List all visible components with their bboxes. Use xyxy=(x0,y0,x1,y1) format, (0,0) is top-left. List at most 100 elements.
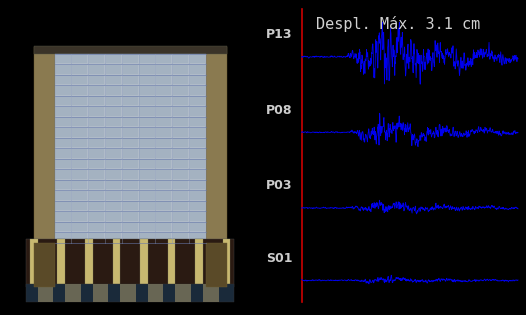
Bar xyxy=(55,86,70,94)
Bar xyxy=(106,86,121,94)
Bar xyxy=(203,284,218,302)
Bar xyxy=(106,117,121,126)
Bar xyxy=(190,222,205,231)
Bar xyxy=(190,86,205,94)
Bar xyxy=(89,96,104,105)
Bar xyxy=(173,233,188,242)
Bar xyxy=(72,222,87,231)
Bar xyxy=(190,128,205,137)
Bar xyxy=(123,117,138,126)
Bar xyxy=(123,54,138,63)
Bar xyxy=(156,191,171,200)
Bar xyxy=(173,159,188,168)
Bar xyxy=(173,180,188,189)
Bar xyxy=(55,202,70,210)
Bar xyxy=(139,170,155,179)
Bar xyxy=(72,139,87,147)
Bar xyxy=(173,76,188,84)
Bar xyxy=(106,139,121,147)
Bar xyxy=(139,86,155,94)
Bar xyxy=(139,128,155,137)
Bar xyxy=(89,159,104,168)
Bar xyxy=(222,239,230,287)
Bar xyxy=(156,107,171,116)
Bar xyxy=(89,117,104,126)
Bar xyxy=(30,239,38,287)
Bar xyxy=(156,128,171,137)
Bar xyxy=(89,65,104,74)
Bar xyxy=(55,180,70,189)
Bar xyxy=(72,180,87,189)
Bar xyxy=(106,107,121,116)
Bar xyxy=(89,202,104,210)
Bar xyxy=(156,233,171,242)
Bar xyxy=(190,202,205,210)
Bar xyxy=(89,233,104,242)
Bar xyxy=(139,202,155,210)
Bar xyxy=(55,233,70,242)
Bar xyxy=(26,239,235,287)
Bar xyxy=(139,233,155,242)
Bar xyxy=(190,54,205,63)
Bar xyxy=(173,191,188,200)
Bar xyxy=(190,139,205,147)
Bar xyxy=(173,202,188,210)
Bar xyxy=(139,54,155,63)
Bar xyxy=(89,107,104,116)
Bar xyxy=(190,76,205,84)
Bar xyxy=(55,139,70,147)
Bar xyxy=(139,107,155,116)
Bar xyxy=(156,222,171,231)
Bar xyxy=(55,128,70,137)
Bar xyxy=(156,212,171,220)
Bar xyxy=(72,233,87,242)
Text: Despl. Máx. 3.1 cm: Despl. Máx. 3.1 cm xyxy=(316,16,481,32)
Bar xyxy=(55,107,70,116)
Bar xyxy=(106,212,121,220)
Bar xyxy=(72,159,87,168)
Bar xyxy=(190,96,205,105)
Bar xyxy=(139,212,155,220)
Bar xyxy=(38,284,53,302)
Bar xyxy=(106,222,121,231)
Bar xyxy=(139,96,155,105)
Bar xyxy=(190,170,205,179)
Bar xyxy=(190,65,205,74)
Bar xyxy=(106,149,121,158)
Bar xyxy=(72,86,87,94)
Bar xyxy=(148,284,164,302)
Bar xyxy=(156,159,171,168)
Bar xyxy=(123,159,138,168)
Bar xyxy=(106,159,121,168)
Bar xyxy=(123,222,138,231)
Bar xyxy=(139,117,155,126)
Bar xyxy=(72,149,87,158)
Bar xyxy=(72,76,87,84)
Bar xyxy=(55,170,70,179)
Bar xyxy=(139,149,155,158)
Bar xyxy=(156,139,171,147)
Bar xyxy=(190,191,205,200)
Bar xyxy=(123,107,138,116)
Bar xyxy=(139,222,155,231)
Bar xyxy=(156,170,171,179)
Bar xyxy=(106,128,121,137)
Bar xyxy=(89,191,104,200)
Bar xyxy=(55,117,70,126)
Bar xyxy=(140,239,148,287)
Bar xyxy=(55,191,70,200)
Bar xyxy=(156,117,171,126)
Bar xyxy=(89,222,104,231)
Bar xyxy=(85,239,93,287)
Bar xyxy=(72,202,87,210)
Bar xyxy=(113,239,120,287)
Text: P03: P03 xyxy=(266,179,292,192)
Bar xyxy=(106,96,121,105)
Bar xyxy=(139,139,155,147)
Bar xyxy=(190,180,205,189)
Bar xyxy=(123,202,138,210)
Bar xyxy=(123,96,138,105)
Bar xyxy=(72,107,87,116)
Bar xyxy=(55,96,70,105)
Bar xyxy=(156,202,171,210)
